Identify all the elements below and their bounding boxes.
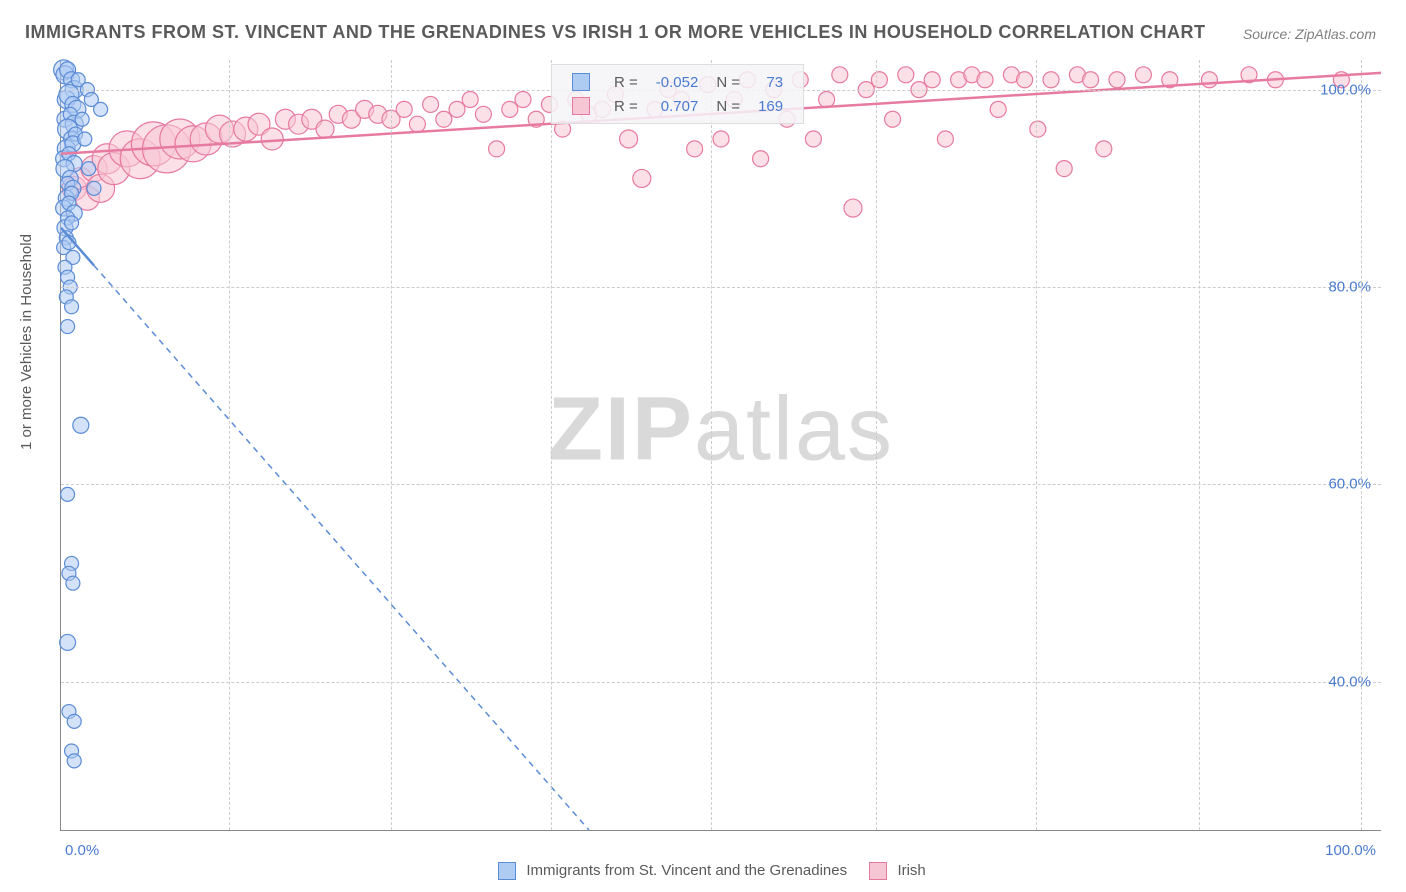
data-point	[82, 162, 96, 176]
n-label: N =	[708, 71, 748, 93]
data-point	[819, 91, 835, 107]
data-point	[990, 101, 1006, 117]
data-point	[475, 106, 491, 122]
data-point	[423, 96, 439, 112]
n-value: 73	[750, 71, 791, 93]
legend-swatch-blue	[572, 73, 590, 91]
data-point	[1056, 161, 1072, 177]
data-point	[316, 120, 334, 138]
y-tick-label: 80.0%	[1328, 279, 1371, 296]
data-point	[396, 101, 412, 117]
data-point	[436, 111, 452, 127]
data-point	[924, 72, 940, 88]
stats-legend-box: R = -0.052 N = 73 R = 0.707 N = 169	[551, 64, 804, 124]
data-point	[78, 132, 92, 146]
data-point	[1043, 72, 1059, 88]
legend-row: R = 0.707 N = 169	[564, 95, 791, 117]
data-point	[60, 634, 76, 650]
gridline-vertical	[1199, 60, 1200, 830]
data-point	[87, 181, 101, 195]
plot-area: ZIPatlas R = -0.052 N = 73 R = 0.707 N =…	[60, 60, 1381, 831]
legend-swatch-blue	[498, 862, 516, 880]
data-point	[66, 576, 80, 590]
n-label: N =	[708, 95, 748, 117]
stats-legend-table: R = -0.052 N = 73 R = 0.707 N = 169	[562, 69, 793, 119]
x-tick-min: 0.0%	[65, 842, 99, 859]
data-point	[449, 101, 465, 117]
data-point	[1201, 72, 1217, 88]
data-point	[832, 67, 848, 83]
data-point	[489, 141, 505, 157]
y-tick-label: 100.0%	[1320, 81, 1371, 98]
r-value: -0.052	[648, 71, 707, 93]
gridline-horizontal	[61, 287, 1381, 288]
data-point	[1017, 72, 1033, 88]
r-value: 0.707	[648, 95, 707, 117]
legend-swatch-pink	[869, 862, 887, 880]
x-tick-max: 100.0%	[1325, 842, 1376, 859]
data-point	[898, 67, 914, 83]
data-point	[687, 141, 703, 157]
data-point	[67, 754, 81, 768]
data-point	[1096, 141, 1112, 157]
gridline-vertical	[229, 60, 230, 830]
y-tick-label: 60.0%	[1328, 476, 1371, 493]
data-point	[805, 131, 821, 147]
data-point	[1135, 67, 1151, 83]
data-point	[65, 300, 79, 314]
data-point	[844, 199, 862, 217]
data-point	[61, 487, 75, 501]
trend-line	[94, 265, 589, 830]
data-point	[409, 116, 425, 132]
data-point	[61, 320, 75, 334]
source-label: Source: ZipAtlas.com	[1243, 26, 1376, 42]
data-point	[937, 131, 953, 147]
data-point	[462, 91, 478, 107]
y-tick-label: 40.0%	[1328, 673, 1371, 690]
series1-label: Immigrants from St. Vincent and the Gren…	[526, 862, 847, 879]
data-point	[73, 417, 89, 433]
data-point	[885, 111, 901, 127]
gridline-vertical	[391, 60, 392, 830]
data-point	[1109, 72, 1125, 88]
data-point	[502, 101, 518, 117]
n-value: 169	[750, 95, 791, 117]
data-point	[515, 91, 531, 107]
data-point	[871, 72, 887, 88]
gridline-vertical	[1036, 60, 1037, 830]
legend-swatch-pink	[572, 97, 590, 115]
data-point	[977, 72, 993, 88]
gridline-horizontal	[61, 682, 1381, 683]
gridline-vertical	[711, 60, 712, 830]
data-point	[94, 102, 108, 116]
data-point	[67, 714, 81, 728]
data-point	[620, 130, 638, 148]
chart-title: IMMIGRANTS FROM ST. VINCENT AND THE GREN…	[25, 22, 1206, 43]
data-point	[1030, 121, 1046, 137]
scatter-svg	[61, 60, 1381, 830]
data-point	[753, 151, 769, 167]
data-point	[65, 216, 79, 230]
data-point	[633, 169, 651, 187]
data-point	[75, 112, 89, 126]
y-axis-label: 1 or more Vehicles in Household	[18, 234, 35, 450]
gridline-vertical	[876, 60, 877, 830]
data-point	[261, 128, 283, 150]
data-point	[713, 131, 729, 147]
series2-label: Irish	[897, 862, 925, 879]
r-label: R =	[606, 95, 646, 117]
gridline-horizontal	[61, 484, 1381, 485]
r-label: R =	[606, 71, 646, 93]
legend-row: R = -0.052 N = 73	[564, 71, 791, 93]
bottom-legend: Immigrants from St. Vincent and the Gren…	[0, 862, 1406, 880]
gridline-vertical	[551, 60, 552, 830]
gridline-vertical	[1361, 60, 1362, 830]
data-point	[1083, 72, 1099, 88]
